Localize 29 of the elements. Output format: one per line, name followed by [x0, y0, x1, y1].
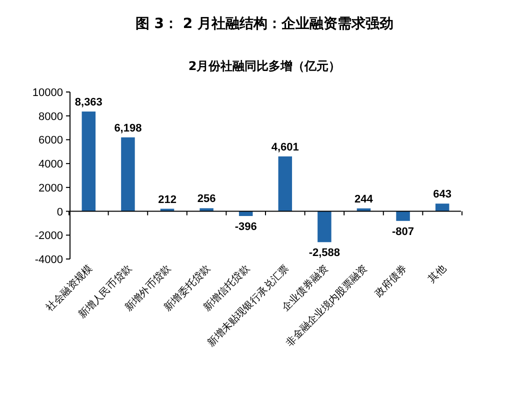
- bar: [121, 137, 135, 212]
- y-tick-label: -4000: [34, 254, 63, 266]
- chart-title: 图 3： 2 月社融结构：企业融资需求强劲: [135, 16, 394, 32]
- chart-subtitle: 2月份社融同比多增（亿元）: [188, 59, 341, 73]
- bar: [396, 211, 410, 221]
- x-tick-label: 政府债券: [372, 262, 410, 300]
- data-label: -807: [392, 226, 414, 238]
- y-tick-label: -2000: [34, 230, 63, 242]
- data-label: 6,198: [114, 122, 142, 134]
- y-tick-label: 4000: [38, 158, 63, 171]
- y-tick-label: 2000: [38, 182, 63, 194]
- y-tick-label: 10000: [32, 87, 63, 99]
- bar: [82, 112, 96, 212]
- data-label: 212: [158, 194, 176, 206]
- bar: [200, 208, 214, 212]
- y-tick-label: 0: [56, 206, 63, 218]
- bar: [435, 204, 450, 212]
- x-tick-label: 其他: [426, 262, 448, 286]
- data-label: -396: [234, 221, 257, 234]
- data-label: 256: [197, 193, 216, 206]
- data-label: 244: [354, 193, 374, 206]
- data-label: 4,601: [271, 141, 299, 154]
- data-label: 8,363: [74, 96, 102, 109]
- y-tick-label: 8000: [38, 110, 63, 123]
- data-label: -2,588: [308, 247, 340, 260]
- bar: [278, 156, 292, 212]
- y-tick-label: 6000: [38, 134, 63, 147]
- data-label: 643: [433, 188, 452, 201]
- bar: [318, 211, 332, 242]
